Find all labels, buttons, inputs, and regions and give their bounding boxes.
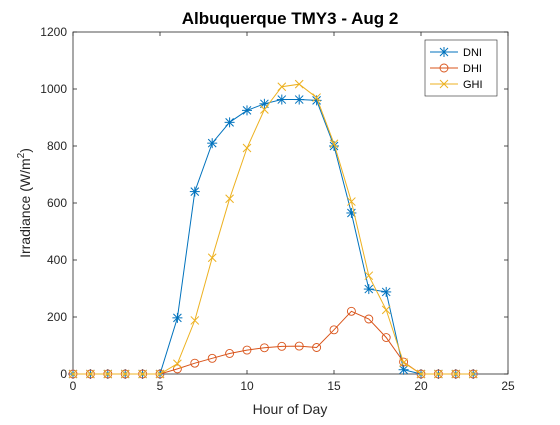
data-point-dhi [346,306,356,316]
y-tick-label: 600 [47,196,67,210]
data-point-dhi [312,343,322,352]
data-point-ghi [312,93,321,102]
data-point-ghi [381,305,391,315]
data-point-dhi [242,345,252,355]
x-tick-label: 25 [501,379,515,393]
chart-title: Albuquerque TMY3 - Aug 2 [182,9,399,28]
series-dhi [68,306,478,379]
data-point-dhi [381,333,391,342]
series-ghi [68,79,478,379]
series-line-dhi [73,310,474,375]
data-point-dhi [225,349,235,358]
y-tick-label: 800 [47,139,67,153]
data-point-ghi [242,143,252,153]
data-point-ghi [416,369,426,379]
legend-entry-dni: DNI [430,47,482,59]
y-tick-label: 1000 [40,82,67,96]
data-point-ghi [399,358,408,367]
legend-label-ghi: GHI [463,79,483,91]
data-point-dni [242,105,252,116]
data-point-dhi [364,314,374,324]
data-point-dni [189,186,200,197]
y-tick-label: 1200 [40,25,67,39]
data-point-dhi [207,353,217,363]
x-tick-label: 5 [157,379,164,393]
y-tick-label: 0 [60,367,67,381]
legend-marker-ghi [439,79,449,89]
data-point-dni [294,94,305,105]
y-axis-label-close: ) [17,148,33,153]
data-point-dhi [399,357,409,367]
data-point-dni [363,284,374,295]
legend-entry-ghi: GHI [430,79,483,91]
legend-marker-dni [439,47,449,57]
x-axis-label: Hour of Day [253,401,328,417]
data-point-ghi [329,139,339,149]
data-point-dni [172,312,183,323]
data-point-ghi [190,316,200,325]
data-point-ghi [86,369,95,379]
data-point-ghi [138,369,147,379]
legend: DNI DHI GHI [424,39,498,97]
data-point-ghi [68,369,78,379]
data-point-dhi [190,358,200,368]
data-point-dni [224,117,235,128]
series-layer [68,79,479,379]
data-point-ghi [277,82,287,92]
data-point-dhi [294,341,304,351]
data-point-ghi [434,369,443,379]
y-axis-label-main: Irradiance (W/m [17,158,33,258]
legend-entry-dhi: DHI [430,63,482,75]
x-tick-label: 15 [327,379,341,393]
data-point-dhi [277,341,287,351]
data-point-dni [346,207,357,218]
data-point-ghi [120,369,130,379]
series-line-dni [73,99,474,375]
data-point-ghi [225,194,234,204]
y-tick-label: 200 [47,310,67,324]
y-axis-label: Irradiance (W/m2) [16,148,33,258]
data-point-ghi [294,79,304,89]
data-point-ghi [364,271,374,281]
series-line-ghi [73,83,474,375]
series-dni [68,94,479,379]
legend-label-dni: DNI [463,47,482,59]
data-point-ghi [173,359,182,369]
axes: 0 5 10 15 20 25 0 200 400 600 800 1000 1200 [40,25,515,393]
data-point-dni [259,98,270,109]
data-point-ghi [103,369,113,379]
data-point-ghi [468,369,478,379]
data-point-dhi [259,343,269,353]
data-point-ghi [207,253,217,263]
data-point-ghi [347,197,356,206]
data-point-dhi [172,364,182,374]
legend-label-dhi: DHI [463,63,482,75]
data-point-dni [276,94,287,105]
legend-marker-dhi [439,63,449,73]
x-tick-label: 0 [70,379,77,393]
data-point-ghi [260,105,269,114]
y-tick-label: 400 [47,253,67,267]
data-point-ghi [451,369,461,379]
data-point-ghi [155,369,165,379]
data-point-dni [207,138,218,149]
x-tick-label: 20 [414,379,428,393]
data-point-dni [381,286,392,297]
x-tick-label: 10 [240,379,254,393]
data-point-dhi [329,325,339,335]
y-axis-label-superscript: 2 [16,152,27,158]
